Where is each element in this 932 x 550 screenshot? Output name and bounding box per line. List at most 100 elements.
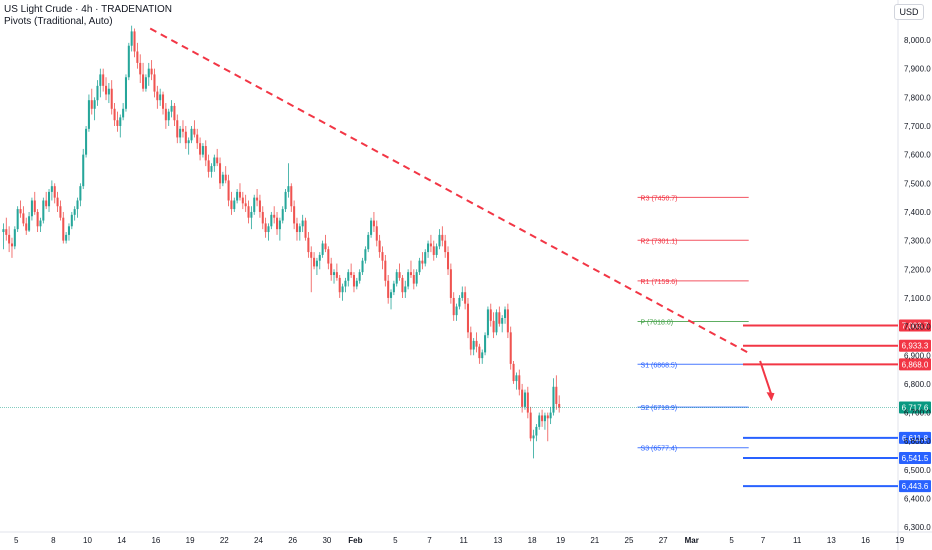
indicator-label[interactable]: Pivots (Traditional, Auto)	[4, 16, 113, 27]
candle-body	[233, 200, 236, 210]
downtrend-line	[149, 27, 750, 354]
currency-button[interactable]: USD	[894, 4, 924, 20]
candle-body	[355, 280, 358, 287]
candle-body	[264, 223, 267, 233]
candle-body	[293, 206, 296, 224]
time-tick-label: 13	[827, 536, 836, 545]
candle-body	[105, 85, 108, 95]
symbol-title[interactable]: US Light Crude · 4h · TRADENATION	[4, 4, 173, 15]
candle-body	[76, 200, 79, 210]
candle-body	[250, 211, 253, 218]
candle-body	[284, 191, 287, 210]
time-tick-label: 11	[460, 536, 469, 545]
candle-body	[461, 292, 464, 298]
candle-body	[176, 120, 179, 138]
price-tick-label: 7,300.0	[904, 237, 931, 246]
time-tick-label: 5	[393, 536, 398, 545]
candle-body	[455, 306, 458, 316]
candle-body	[324, 243, 327, 250]
candle-body	[179, 128, 182, 138]
candle-body	[412, 275, 415, 284]
candle-body	[116, 120, 119, 126]
candle-body	[458, 297, 461, 307]
candle-body	[184, 131, 187, 144]
chart-drawings	[149, 27, 775, 402]
candle-body	[409, 272, 412, 276]
candle-body	[529, 412, 532, 439]
candle-body	[247, 206, 250, 218]
level-price-label: 6,443.6	[902, 482, 929, 491]
candle-body	[273, 214, 276, 218]
candle-body	[424, 252, 427, 264]
candle-body	[401, 277, 404, 293]
candle-body	[392, 283, 395, 293]
candle-body	[441, 234, 444, 241]
candle-body	[93, 100, 96, 109]
candle-body	[538, 415, 541, 427]
time-axis[interactable]: 5 8 10 14 16 19 22 24 26 30 Feb 5 7 11 13 18 19 21 25 27 Mar…	[14, 536, 905, 545]
pivot-label-p: P (7018.0)	[641, 319, 674, 326]
candle-body	[113, 108, 116, 121]
candle-body	[435, 246, 438, 255]
price-tick-label: 6,900.0	[904, 351, 931, 360]
candle-body	[150, 68, 153, 75]
candle-body	[438, 234, 441, 247]
candle-body	[350, 272, 353, 276]
candle-body	[429, 243, 432, 247]
candle-body	[30, 200, 33, 217]
level-price-tag	[899, 480, 931, 493]
time-tick-label: 7	[427, 536, 432, 545]
current-price-label: 6,717.6	[902, 404, 929, 413]
price-tick-label: 7,200.0	[904, 265, 931, 274]
candle-body	[338, 277, 341, 293]
candle-body	[28, 216, 31, 231]
candle-body	[395, 272, 398, 284]
level-price-label: 6,933.3	[902, 342, 929, 351]
time-tick-label: 16	[151, 536, 160, 545]
candle-body	[352, 275, 355, 287]
time-tick-label: Mar	[685, 536, 699, 545]
candle-body	[196, 134, 199, 144]
candle-body	[378, 240, 381, 253]
candle-body	[201, 146, 204, 155]
candle-body	[53, 186, 56, 198]
candle-body	[558, 403, 561, 408]
candle-body	[504, 309, 507, 319]
candle-body	[107, 88, 110, 95]
candle-body	[555, 386, 558, 404]
candle-body	[82, 154, 85, 187]
candle-body	[486, 309, 489, 336]
level-price-tag	[899, 319, 931, 332]
candle-body	[39, 220, 42, 227]
candle-body	[210, 166, 213, 172]
time-tick-label: 22	[220, 536, 229, 545]
candle-body	[415, 272, 418, 284]
candle-body	[142, 74, 145, 89]
candle-body	[495, 312, 498, 333]
candle-body	[543, 415, 546, 422]
price-axis[interactable]: 6,300.0 6,400.0 6,500.0 6,600.0 6,700.0 6,800…	[904, 36, 931, 532]
candle-body	[193, 128, 196, 135]
pivot-levels: R3 (7450.7) R2 (7301.1) R1 (7159.6) P (7018…	[637, 195, 749, 453]
time-tick-label: 11	[793, 536, 802, 545]
candle-body	[381, 252, 384, 261]
time-tick-label: 10	[83, 536, 92, 545]
candle-body	[344, 280, 347, 287]
time-tick-label: 8	[51, 536, 56, 545]
candle-body	[136, 51, 139, 63]
candle-body	[124, 77, 127, 109]
candle-body	[301, 220, 304, 227]
candle-body	[85, 128, 88, 155]
candle-body	[509, 332, 512, 364]
candle-body	[552, 386, 555, 413]
time-tick-label: 27	[659, 536, 668, 545]
candle-body	[22, 213, 25, 224]
candle-body	[159, 94, 162, 101]
price-tick-label: 7,500.0	[904, 179, 931, 188]
pivot-label-s2: S2 (6718.9)	[641, 405, 678, 412]
candle-body	[364, 249, 367, 261]
candle-body	[258, 200, 261, 212]
candle-body	[361, 260, 364, 273]
candle-body	[367, 234, 370, 250]
